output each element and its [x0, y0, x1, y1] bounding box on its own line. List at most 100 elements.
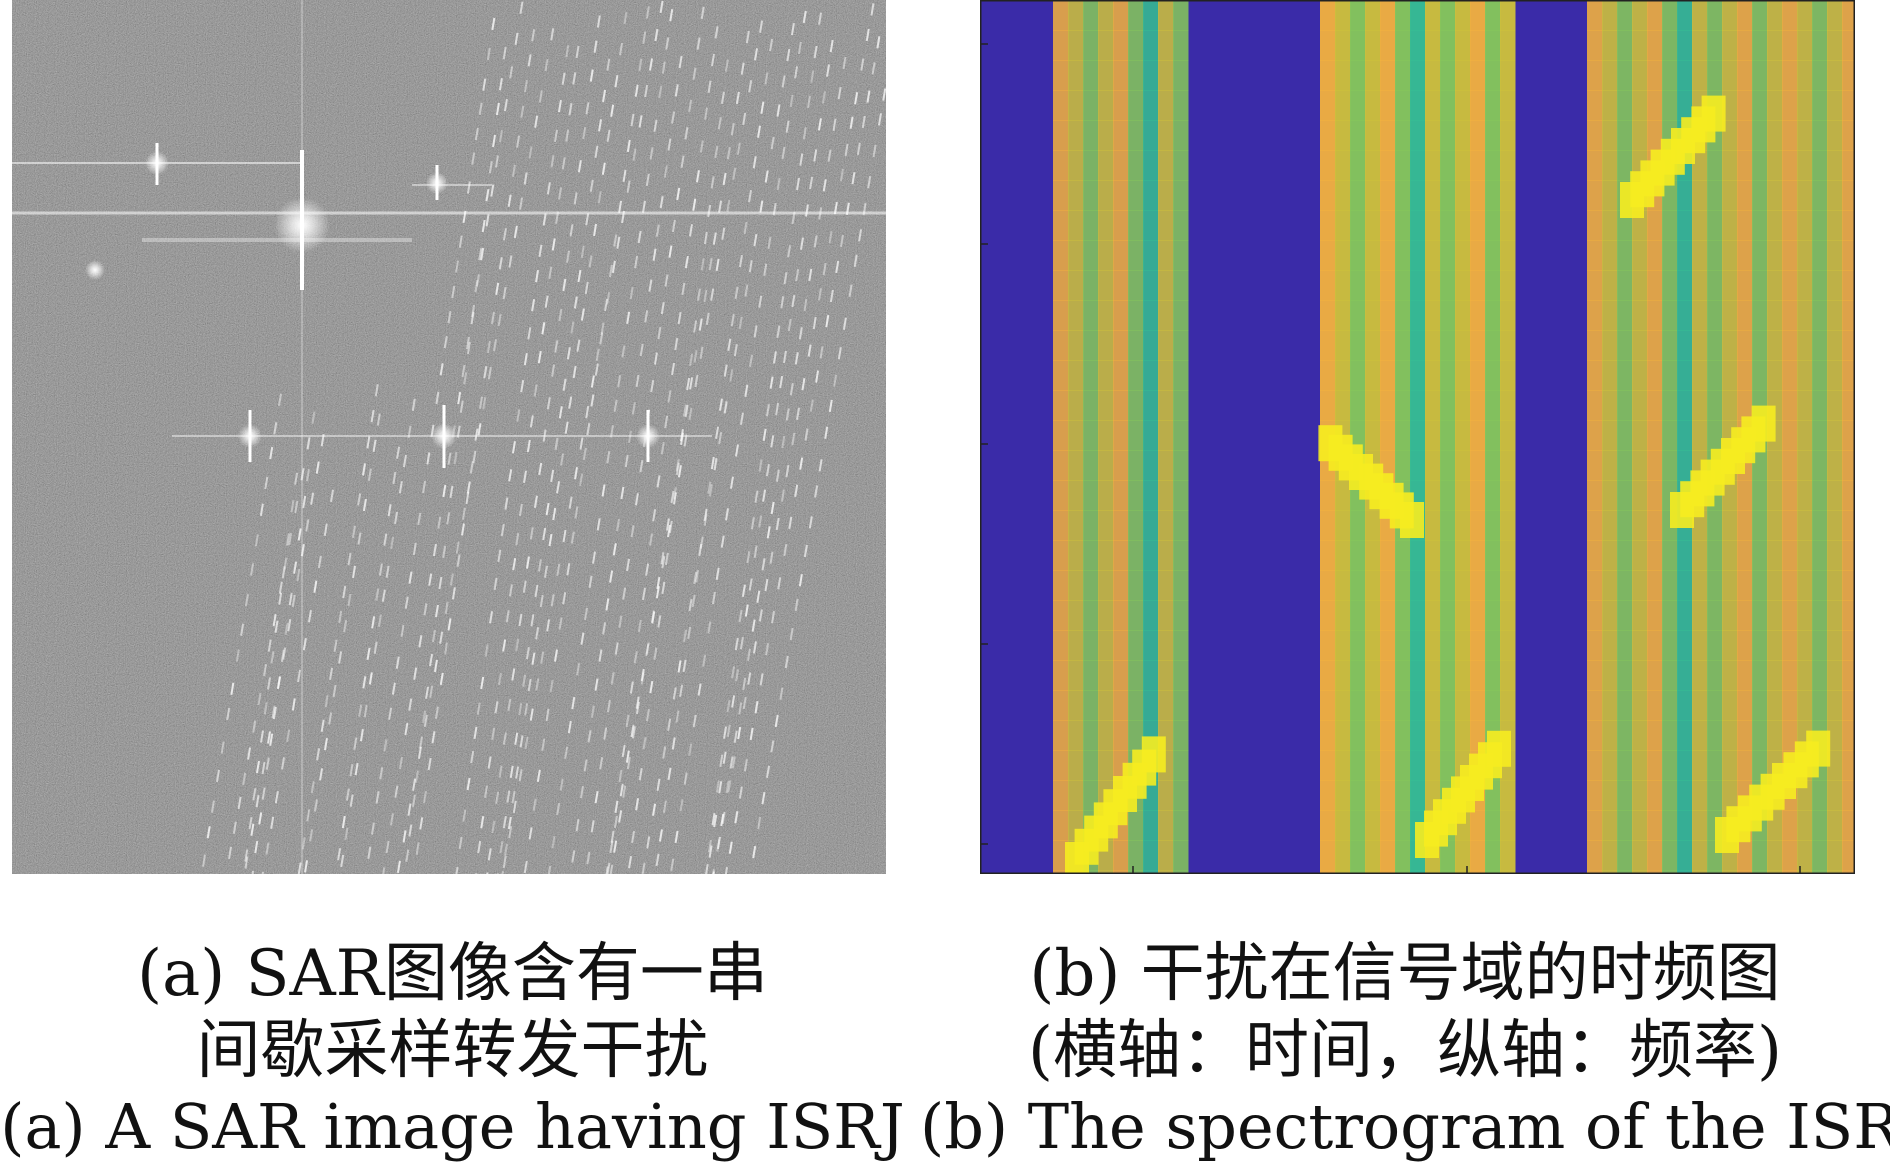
- spectrogram-cell: [1707, 540, 1723, 571]
- spectrogram-cell: [1425, 390, 1441, 421]
- sar-streak-segment: [548, 266, 553, 280]
- sar-streak-segment: [422, 791, 427, 804]
- sar-streak-segment: [508, 255, 513, 268]
- spectrogram-cell: [1692, 0, 1708, 31]
- sar-streak-segment: [491, 17, 496, 31]
- sar-streak-segment: [244, 849, 249, 862]
- spectrogram-cell: [1068, 540, 1084, 571]
- spectrogram-cell: [1128, 30, 1144, 61]
- sar-streak-segment: [562, 378, 567, 392]
- sar-streak-segment: [524, 702, 529, 716]
- spectrogram-cell: [1617, 30, 1633, 61]
- caption-a-cn-line1: (a) SAR图像含有一串: [137, 937, 768, 1011]
- spectrogram-cell: [1827, 600, 1843, 631]
- spectrogram-cell: [1158, 570, 1174, 601]
- spectrogram-cell: [1440, 30, 1456, 61]
- spectrogram-cell: [1380, 600, 1396, 631]
- spectrogram-cell: [1647, 360, 1663, 391]
- spectrogram-cell: [1350, 360, 1366, 391]
- sar-streak-segment: [619, 783, 624, 797]
- spectrogram-cell: [1827, 390, 1843, 421]
- spectrogram-cell: [1320, 840, 1336, 871]
- sar-streak-segment: [297, 528, 302, 541]
- sar-streak-segment: [818, 288, 822, 301]
- sar-streak-segment: [683, 772, 688, 785]
- spectrogram-cell: [1395, 720, 1411, 751]
- sar-streak-segment: [425, 686, 430, 699]
- sar-streak-segment: [300, 468, 305, 481]
- sar-streak-segment: [645, 563, 650, 576]
- sar-streak-segment: [724, 866, 729, 874]
- sar-streak-segment: [511, 668, 516, 681]
- sar-streak-segment: [434, 706, 439, 719]
- spectrogram-cell: [1425, 330, 1441, 361]
- sar-streak-segment: [267, 677, 272, 690]
- sar-streak-segment: [525, 556, 530, 569]
- caption-b-cn-line2: (横轴：时间，纵轴：频率): [1028, 1014, 1782, 1088]
- spectrogram-cell: [1602, 300, 1618, 331]
- spectrogram-cell: [1647, 60, 1663, 91]
- spectrogram-cell: [1647, 450, 1663, 481]
- sar-streak-segment: [402, 830, 407, 843]
- spectrogram-cell: [1440, 480, 1456, 511]
- spectrogram-cell: [1083, 450, 1099, 481]
- spectrogram-cell: [1143, 870, 1159, 874]
- spectrogram-cell: [1380, 450, 1396, 481]
- sar-streak-segment: [656, 778, 661, 791]
- spectrogram-cell: [1158, 60, 1174, 91]
- spectrogram-cell: [1395, 390, 1411, 421]
- spectrogram-cell: [1500, 360, 1516, 391]
- sar-streak-segment: [657, 615, 662, 628]
- spectrogram-cell: [1470, 840, 1486, 871]
- sar-streak-segment: [829, 289, 834, 303]
- sar-streak-segment: [696, 37, 701, 50]
- sar-streak-segment: [444, 642, 449, 655]
- sar-streak-segment: [725, 780, 730, 794]
- spectrogram-cell: [1692, 150, 1708, 181]
- spectrogram-cell: [1350, 840, 1366, 871]
- sar-streak-segment: [398, 756, 403, 770]
- sar-streak-segment: [423, 714, 428, 727]
- sar-streak-segment: [710, 288, 715, 301]
- spectrogram-cell: [1113, 840, 1129, 871]
- spectrogram-ridge-cell: [1318, 425, 1343, 462]
- spectrogram-cell: [1440, 540, 1456, 571]
- spectrogram-cell: [1053, 300, 1069, 331]
- sar-streak-segment: [330, 489, 334, 502]
- spectrogram-cell: [1707, 420, 1723, 451]
- spectrogram-cell: [1617, 60, 1633, 91]
- sar-streak-segment: [856, 142, 861, 156]
- spectrogram-cell: [1128, 0, 1144, 31]
- spectrogram-cell: [1677, 420, 1693, 451]
- spectrogram-cell: [1068, 330, 1084, 361]
- spectrogram-cell: [1812, 420, 1828, 451]
- spectrogram-cell: [1500, 120, 1516, 151]
- spectrogram-cell: [1068, 360, 1084, 391]
- spectrogram-ridge-cell: [1141, 736, 1166, 773]
- sar-streak-segment: [586, 422, 591, 436]
- spectrogram-cell: [1722, 180, 1738, 211]
- spectrogram-cell: [1722, 570, 1738, 601]
- sar-streak-segment: [769, 376, 774, 389]
- sar-streak-segment: [751, 619, 756, 632]
- spectrogram-cell: [1692, 870, 1708, 874]
- spectrogram-cell: [1767, 120, 1783, 151]
- sar-streak-segment: [619, 42, 624, 56]
- spectrogram-cell: [1395, 690, 1411, 721]
- spectrogram-cell: [1797, 690, 1813, 721]
- sar-streak-segment: [387, 504, 392, 517]
- sar-streak-segment: [692, 198, 697, 211]
- sar-streak-segment: [754, 48, 759, 61]
- sar-streak-segment: [744, 604, 749, 617]
- sar-streak-segment: [679, 684, 684, 697]
- spectrogram-cell: [1350, 780, 1366, 811]
- sar-streak-segment: [759, 20, 764, 33]
- spectrogram-cell: [1053, 720, 1069, 751]
- spectrogram-cell: [1602, 810, 1618, 841]
- sar-streak-segment: [745, 30, 750, 44]
- spectrogram-cell: [1380, 870, 1396, 874]
- sar-streak-segment: [657, 326, 662, 340]
- sar-streak-segment: [667, 390, 672, 403]
- sar-streak-segment: [495, 102, 500, 116]
- spectrogram-cell: [1782, 210, 1798, 241]
